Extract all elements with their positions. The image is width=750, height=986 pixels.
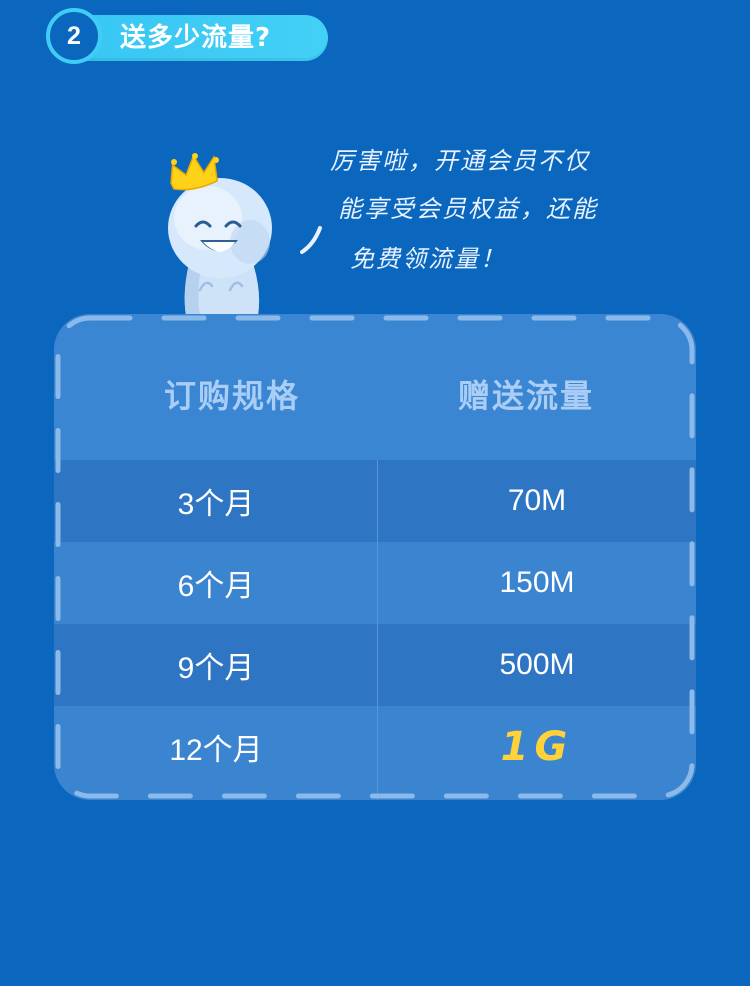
section-number-badge: 2 [46,8,102,64]
plan-cell: 12个月 [169,734,263,767]
table-row: 6个月 150M [54,542,696,624]
table-row: 9个月 500M [54,624,696,706]
traffic-cell: 500M [499,648,575,681]
table-row: 12个月 1G [54,706,696,800]
header-traffic: 赠送流量 [458,377,595,415]
column-divider [377,460,378,800]
section-title: 送多少流量? [120,23,272,53]
crowned-mascot-icon [160,150,280,316]
traffic-cell: 70M [507,484,567,517]
plan-cell: 3个月 [177,488,255,521]
plan-cell: 9个月 [177,652,255,685]
section-number: 2 [67,21,81,50]
traffic-cell: 150M [499,566,575,599]
speech-line-2: 能享受会员权益，还能 [338,195,598,223]
traffic-cell-highlight: 1G [378,706,696,788]
table-header-row: 订购规格 赠送流量 [54,314,696,460]
speech-bubble: 厉害啦，开通会员不仅 能享受会员权益，还能 免费领流量！ [300,140,670,290]
highlight-traffic-value: 1G [500,724,574,770]
table-row: 3个月 70M [54,460,696,542]
header-pill [60,15,328,61]
speech-tail-icon [300,226,322,254]
speech-line-1: 厉害啦，开通会员不仅 [330,147,590,175]
plan-cell: 6个月 [177,570,255,603]
traffic-table: 订购规格 赠送流量 3个月 70M 6个月 150M 9个月 500M 12个月… [54,314,696,800]
speech-line-3: 免费领流量！ [350,245,506,273]
section-header: 2 送多少流量? [46,8,328,64]
header-plan: 订购规格 [164,377,301,415]
